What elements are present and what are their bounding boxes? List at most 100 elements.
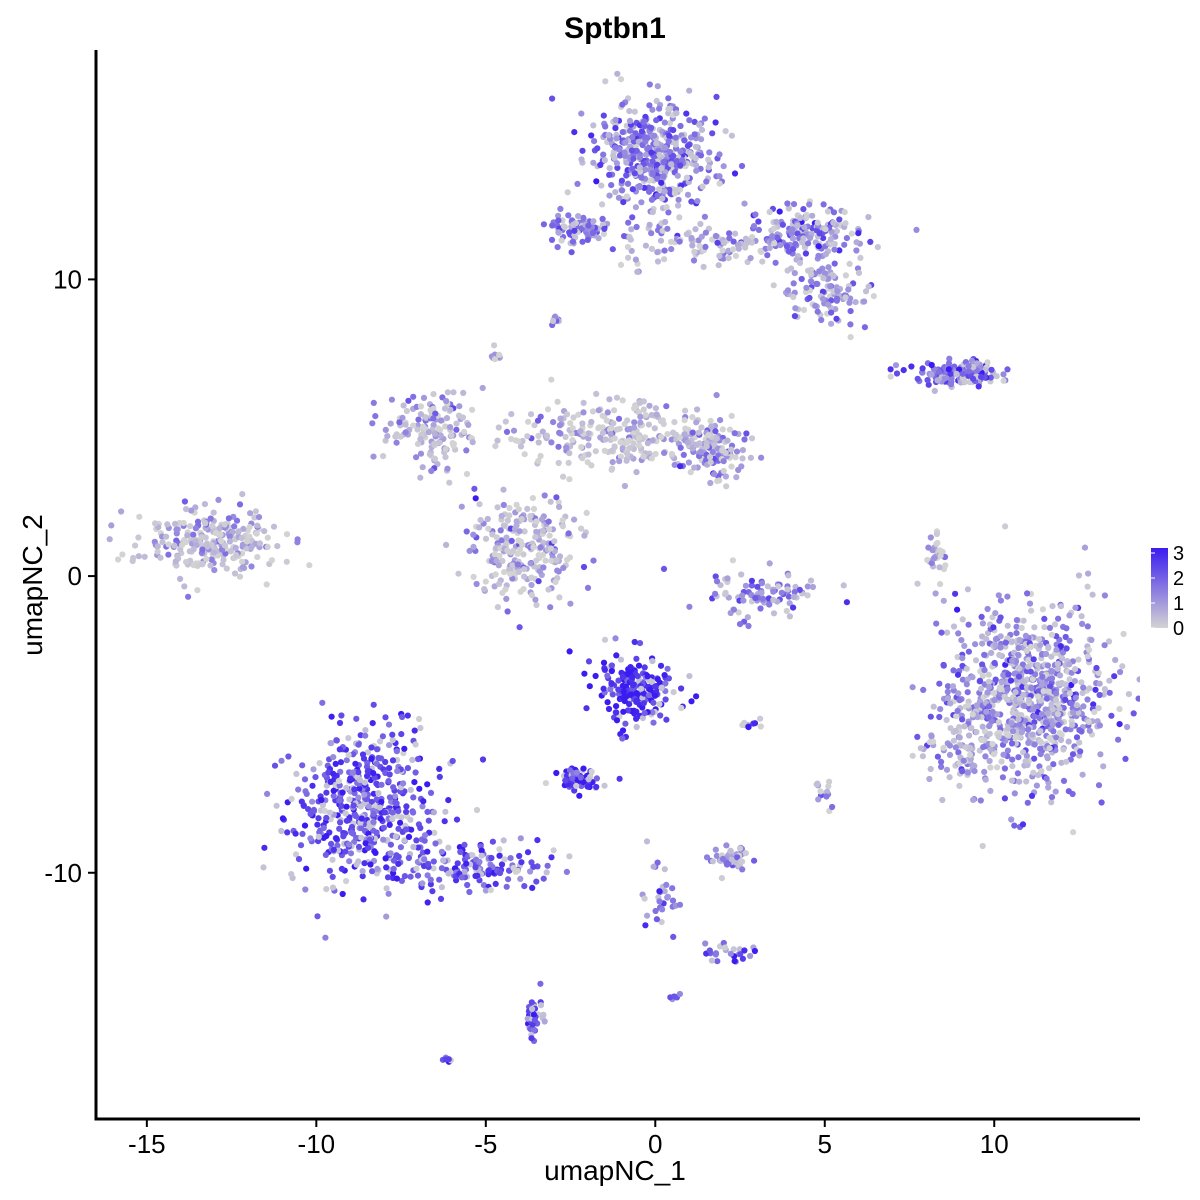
cell-point-cluster-6 xyxy=(937,706,944,713)
cell-point-cluster-9 xyxy=(806,294,813,301)
cell-point-cluster-12 xyxy=(496,552,503,559)
cell-point-cluster-13 xyxy=(410,393,417,400)
cell-point-cluster-11 xyxy=(805,240,812,247)
cell-point-cluster-5 xyxy=(1045,784,1052,791)
cell-point-cluster-4 xyxy=(601,782,608,789)
cell-point-cluster-2 xyxy=(518,859,525,866)
cell-point-cluster-15 xyxy=(691,464,698,471)
colorbar-tick-label: 1 xyxy=(1173,593,1184,615)
cell-point-cluster-17 xyxy=(887,373,894,380)
cell-point-cluster-15 xyxy=(733,448,741,455)
cell-point-cluster-5 xyxy=(1000,751,1007,758)
cell-point-cluster-14 xyxy=(585,442,592,449)
cell-point-cluster-16 xyxy=(736,621,744,628)
cell-point-cluster-1 xyxy=(386,794,393,801)
cell-point-cluster-7 xyxy=(638,174,645,181)
cell-point-cluster-1 xyxy=(342,810,349,817)
cell-point-cluster-0 xyxy=(247,510,254,517)
cell-point-cluster-3 xyxy=(607,686,614,693)
cell-point-cluster-3 xyxy=(633,690,640,697)
cell-point-cluster-7 xyxy=(594,145,601,152)
cell-point-cluster-3 xyxy=(615,677,622,684)
cell-point-cluster-3 xyxy=(641,664,648,671)
cell-point-cluster-5 xyxy=(1043,775,1050,782)
cell-point-cluster-0 xyxy=(210,509,217,516)
cell-point-cluster-14 xyxy=(646,402,653,409)
cell-point-cluster-4 xyxy=(588,768,595,775)
cell-point-cluster-1 xyxy=(362,732,369,739)
cell-point-cluster-5 xyxy=(943,716,950,724)
cell-point-cluster-1 xyxy=(389,757,397,764)
cell-point-cluster-24 xyxy=(815,796,822,803)
cell-point-cluster-5 xyxy=(1060,746,1067,753)
cell-point-cluster-2 xyxy=(438,884,445,891)
cell-point-cluster-27 xyxy=(757,723,764,730)
cell-point-cluster-0 xyxy=(199,546,206,553)
cell-point-cluster-5 xyxy=(1084,696,1091,703)
cell-point-cluster-1 xyxy=(369,868,376,875)
cell-point-cluster-22 xyxy=(529,1005,536,1013)
cell-point-cluster-12 xyxy=(559,517,566,524)
cell-point-cluster-5 xyxy=(1049,721,1057,728)
cell-point-cluster-1 xyxy=(369,720,376,727)
cell-point-cluster-16 xyxy=(804,592,811,599)
cell-point-cluster-5 xyxy=(1020,617,1027,624)
cell-point-cluster-5 xyxy=(1055,615,1062,622)
cell-point-cluster-14 xyxy=(648,455,655,462)
cell-point-cluster-1 xyxy=(305,806,312,813)
cell-point-cluster-13 xyxy=(443,397,450,405)
cell-point-cluster-4 xyxy=(571,787,578,794)
cell-point-cluster-7 xyxy=(679,157,686,164)
cell-point-cluster-15 xyxy=(728,463,735,470)
cell-point-cluster-5 xyxy=(972,657,980,664)
cell-point-cluster-5 xyxy=(981,667,988,674)
cell-point-cluster-21 xyxy=(708,957,716,964)
cell-point-cluster-12 xyxy=(528,581,535,589)
cell-point-cluster-23 xyxy=(669,885,676,892)
cell-point-cluster-5 xyxy=(940,662,947,669)
cell-point-cluster-10 xyxy=(569,238,577,245)
cell-point-cluster-1 xyxy=(367,861,374,868)
cell-point-cluster-14 xyxy=(606,396,613,403)
cell-point-cluster-15 xyxy=(697,448,704,455)
cell-point-cluster-5 xyxy=(1047,683,1054,690)
cell-point-cluster-20 xyxy=(727,848,734,855)
cell-point-cluster-16 xyxy=(770,596,777,604)
cell-point-cluster-3 xyxy=(592,672,599,680)
cell-point-cluster-3 xyxy=(608,662,616,669)
cell-point-cluster-1 xyxy=(327,740,334,747)
cell-point-cluster-7 xyxy=(656,151,663,158)
cell-point-cluster-12 xyxy=(556,503,563,510)
cell-point-cluster-11 xyxy=(689,242,696,249)
cell-point-cluster-6 xyxy=(973,729,980,736)
cell-point-cluster-7 xyxy=(675,202,682,209)
cell-point-cluster-0 xyxy=(164,521,171,528)
cell-point-cluster-11 xyxy=(716,252,723,259)
cell-point-cluster-0 xyxy=(165,541,172,548)
cell-point-cluster-15 xyxy=(743,430,750,437)
cell-point-cluster-5 xyxy=(1070,709,1077,716)
cell-point-cluster-21 xyxy=(751,947,759,955)
cell-point-cluster-11 xyxy=(661,256,668,263)
cell-point-cluster-13 xyxy=(370,453,377,460)
cell-point-cluster-11 xyxy=(789,235,797,242)
cell-point-cluster-7 xyxy=(672,134,679,141)
y-tick-label: -10 xyxy=(44,858,82,888)
cell-point-cluster-2 xyxy=(413,865,420,872)
cell-point-cluster-1 xyxy=(320,824,327,832)
cell-point-cluster-5 xyxy=(992,636,1000,643)
cell-point-cluster-11 xyxy=(730,238,737,245)
cell-point-cluster-5 xyxy=(1016,778,1023,785)
cell-point-cluster-12 xyxy=(466,547,473,555)
cell-point-cluster-7 xyxy=(699,183,706,190)
cell-point-cluster-15 xyxy=(668,450,676,458)
cell-point-cluster-3 xyxy=(640,700,647,707)
cell-point-cluster-5 xyxy=(1027,643,1034,651)
cell-point-cluster-14 xyxy=(554,398,561,405)
cell-point-cluster-9 xyxy=(820,275,827,282)
cell-point-cluster-0 xyxy=(254,522,261,529)
cell-point-cluster-0 xyxy=(185,593,192,600)
cell-point-cluster-27 xyxy=(741,719,748,727)
cell-point-cluster-12 xyxy=(590,557,597,564)
cell-point-cluster-20 xyxy=(709,858,717,865)
